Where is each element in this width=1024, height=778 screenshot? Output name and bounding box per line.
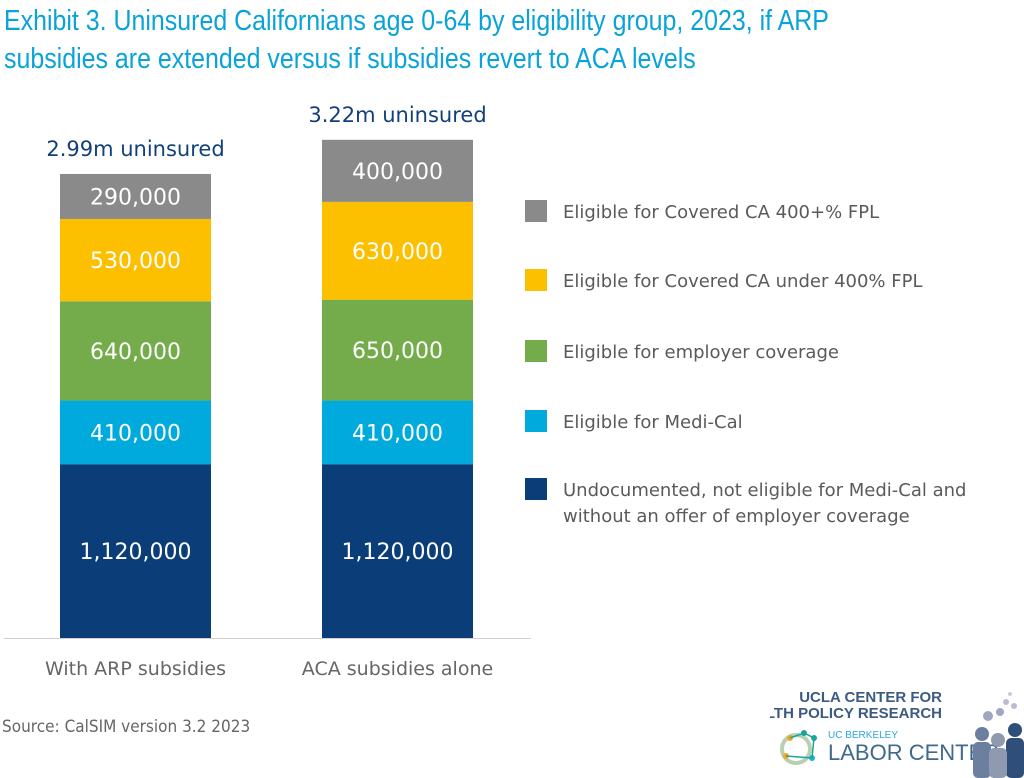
total-label: 2.99m uninsured: [46, 137, 224, 161]
legend-swatch: [525, 340, 547, 362]
bar-segment: [322, 139, 473, 202]
berkeley-small-text: UC BERKELEY: [828, 730, 898, 741]
people-icon: [973, 692, 1024, 778]
total-label: 3.22m uninsured: [308, 103, 486, 127]
bar-segment: [60, 464, 211, 638]
bar-segment: [60, 301, 211, 401]
legend-label: Eligible for employer coverage: [563, 342, 839, 363]
segment-label: 530,000: [90, 249, 181, 274]
bar-segment: [60, 173, 211, 219]
segment-label: 640,000: [90, 340, 181, 365]
legend-label: Eligible for Covered CA under 400% FPL: [563, 271, 923, 292]
segment-label: 1,120,000: [342, 540, 454, 565]
bar-segment: [60, 218, 211, 302]
stacked-bar-chart: 1,120,000 410,000 640,000 530,000 290,000 2.9…: [4, 103, 966, 680]
legend-label: Eligible for Covered CA 400+% FPL: [563, 202, 879, 223]
ucla-logo-line-2: HEALTH POLICY RESEARCH: [770, 705, 942, 722]
source-note: Source: CalSIM version 3.2 2023: [2, 717, 251, 737]
labor-center-network-icon: [780, 730, 817, 765]
legend-swatch: [525, 410, 547, 432]
segment-label: 410,000: [352, 421, 443, 446]
bar-segment: [60, 400, 211, 465]
logos: UCLA CENTER FOR HEALTH POLICY RESEARCH U…: [770, 689, 1024, 778]
segment-label: 1,120,000: [80, 540, 192, 565]
labor-center-text: LABOR CENTER: [828, 740, 999, 765]
title-line-1: Exhibit 3. Uninsured Californians age 0-…: [4, 5, 829, 37]
segment-label: 410,000: [90, 421, 181, 446]
legend-label: without an offer of employer coverage: [563, 506, 910, 527]
legend-swatch: [525, 200, 547, 222]
legend-swatch: [525, 269, 547, 291]
segment-label: 290,000: [90, 185, 181, 210]
bar-segment: [322, 299, 473, 401]
bar-segment: [322, 201, 473, 300]
legend-label: Undocumented, not eligible for Medi-Cal …: [563, 480, 966, 501]
segment-label: 650,000: [352, 339, 443, 364]
category-label: With ARP subsidies: [45, 658, 226, 680]
legend-label: Eligible for Medi-Cal: [563, 412, 743, 433]
bar-segment: [322, 464, 473, 638]
title-line-2: subsidies are extended versus if subsidi…: [4, 43, 696, 75]
chart-title: Exhibit 3. Uninsured Californians age 0-…: [4, 2, 881, 78]
segment-label: 630,000: [352, 240, 443, 265]
ucla-logo-line-1: UCLA CENTER FOR: [799, 689, 942, 706]
bar-segment: [322, 400, 473, 465]
category-label: ACA subsidies alone: [302, 658, 493, 680]
legend-swatch: [525, 478, 547, 500]
segment-label: 400,000: [352, 160, 443, 185]
